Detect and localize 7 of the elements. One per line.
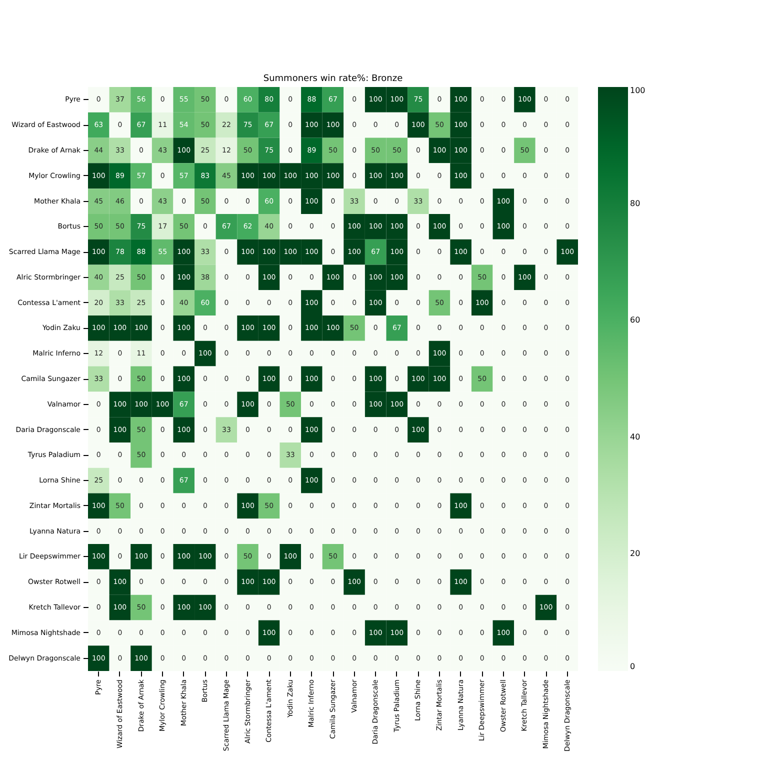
chart-title: Summoners win rate%: Bronze: [263, 74, 404, 84]
color-bar-label: 40: [630, 432, 640, 442]
color-bar-label: 80: [630, 198, 640, 208]
color-bar-label: 60: [630, 316, 640, 325]
color-bar-label: 0: [630, 662, 636, 671]
color-bar-label: 100: [630, 86, 646, 95]
color-bar-label: 20: [630, 549, 640, 558]
